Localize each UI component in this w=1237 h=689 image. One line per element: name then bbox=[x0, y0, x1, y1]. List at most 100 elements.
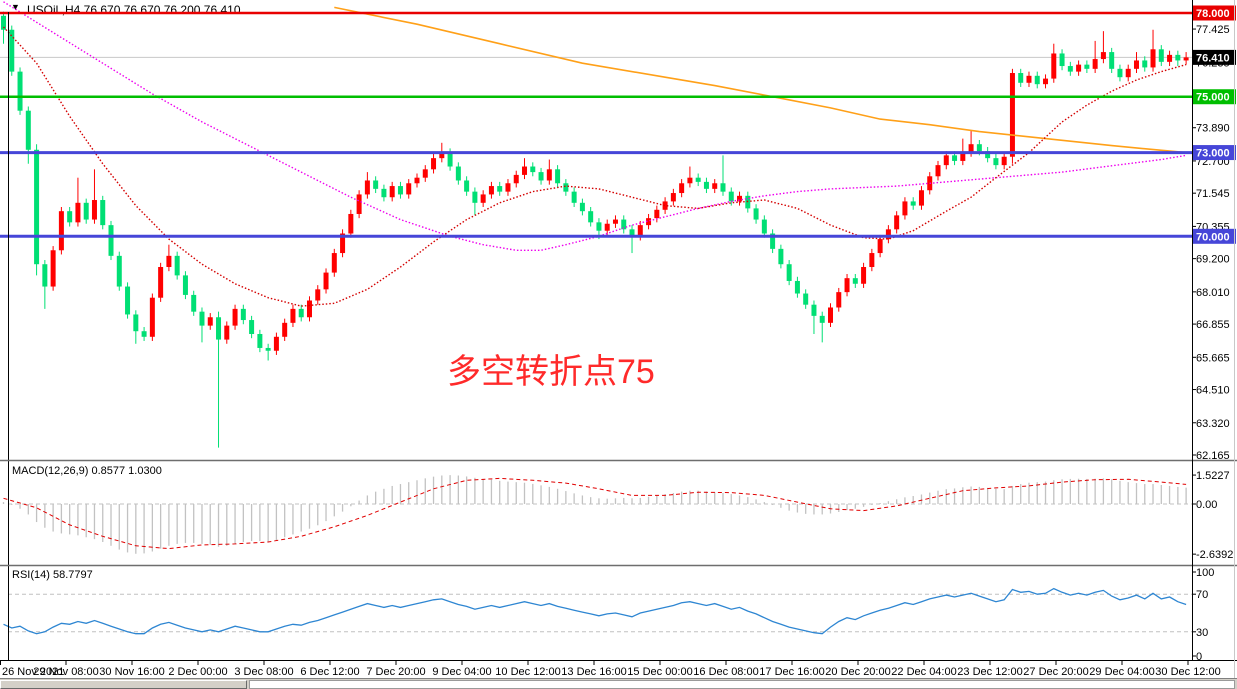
price-box-78.000 bbox=[1193, 5, 1236, 21]
ma-slow-orange bbox=[334, 6, 1187, 154]
candle bbox=[778, 248, 784, 265]
candle bbox=[464, 180, 470, 192]
candle bbox=[670, 193, 676, 202]
candle bbox=[960, 152, 966, 161]
candle bbox=[282, 322, 288, 337]
candle bbox=[687, 177, 693, 184]
candle bbox=[116, 255, 122, 287]
candle bbox=[712, 183, 718, 189]
candle bbox=[91, 200, 97, 220]
candle bbox=[637, 225, 643, 237]
horizontal-scrollbar[interactable] bbox=[0, 678, 1237, 689]
dropdown-arrow-icon[interactable]: ▼ bbox=[11, 2, 20, 12]
candle bbox=[877, 239, 883, 254]
window-right-edge bbox=[1234, 0, 1235, 678]
candle bbox=[745, 195, 751, 209]
candle bbox=[1133, 60, 1139, 69]
price-tick-label: 63.320 bbox=[1196, 418, 1230, 430]
ma-mid-magenta bbox=[3, 1, 1187, 252]
price-box-label: 73.000 bbox=[1196, 148, 1230, 160]
candle bbox=[224, 325, 230, 340]
price-tick-label: 77.425 bbox=[1196, 24, 1230, 36]
candle bbox=[1059, 53, 1065, 67]
candle bbox=[290, 308, 296, 323]
candle bbox=[1043, 78, 1049, 85]
candle bbox=[257, 333, 263, 348]
price-tick-label: 62.165 bbox=[1196, 450, 1230, 462]
candle bbox=[315, 289, 321, 301]
candle bbox=[1, 15, 6, 30]
date-label: 7 Dec 20:00 bbox=[366, 666, 425, 678]
candle bbox=[75, 202, 81, 223]
candle bbox=[679, 183, 685, 194]
candle bbox=[381, 188, 387, 198]
candle bbox=[621, 219, 627, 230]
candle bbox=[166, 255, 172, 268]
candle bbox=[720, 183, 726, 192]
candle bbox=[952, 155, 958, 161]
candle bbox=[1076, 64, 1082, 72]
candle bbox=[340, 233, 346, 254]
price-tick-label: 68.010 bbox=[1196, 287, 1230, 299]
candle bbox=[612, 219, 618, 224]
date-label: 13 Dec 16:00 bbox=[561, 666, 626, 678]
candle bbox=[455, 166, 461, 181]
candle bbox=[1051, 53, 1057, 79]
candle bbox=[265, 347, 271, 351]
candle bbox=[17, 71, 23, 111]
price-tick-label: 66.855 bbox=[1196, 319, 1230, 331]
candle bbox=[34, 149, 40, 265]
candle bbox=[199, 311, 205, 326]
macd-tick-label: -2.6392 bbox=[1196, 549, 1233, 561]
candle bbox=[976, 144, 982, 152]
candle bbox=[579, 202, 585, 212]
candle bbox=[1175, 54, 1181, 61]
price-box-76.410 bbox=[1193, 49, 1236, 65]
candle bbox=[141, 331, 147, 337]
candle bbox=[191, 294, 197, 312]
rsi-tick-label: 70 bbox=[1196, 589, 1208, 601]
candle bbox=[9, 29, 15, 72]
candle bbox=[42, 264, 48, 287]
candle bbox=[174, 255, 180, 276]
price-box-70.000 bbox=[1193, 228, 1236, 244]
price-box-label: 78.000 bbox=[1196, 8, 1230, 20]
price-box-73.000 bbox=[1193, 145, 1236, 161]
candle bbox=[306, 300, 312, 318]
date-label: 23 Dec 12:00 bbox=[957, 666, 1022, 678]
candle bbox=[422, 169, 428, 178]
candle bbox=[447, 152, 453, 167]
candle bbox=[505, 183, 511, 192]
date-label: 3 Dec 08:00 bbox=[234, 666, 293, 678]
candle bbox=[530, 166, 536, 173]
price-tick-label: 64.510 bbox=[1196, 385, 1230, 397]
macd-tick-label: 0.00 bbox=[1196, 499, 1217, 511]
scrollbar-thumb[interactable] bbox=[0, 680, 247, 689]
price-box-label: 70.000 bbox=[1196, 231, 1230, 243]
candle bbox=[497, 186, 503, 192]
candle bbox=[522, 166, 528, 175]
scrollbar-track[interactable] bbox=[249, 680, 1235, 689]
candle bbox=[1142, 60, 1148, 68]
candle bbox=[770, 233, 776, 249]
date-label: 30 Dec 12:00 bbox=[1155, 666, 1220, 678]
candle bbox=[414, 177, 420, 184]
candle bbox=[1117, 68, 1123, 78]
candle bbox=[249, 320, 255, 334]
candle bbox=[182, 275, 188, 295]
candle bbox=[604, 223, 610, 231]
candle bbox=[133, 314, 139, 332]
candle bbox=[828, 307, 833, 323]
candle bbox=[1167, 54, 1173, 62]
date-label: 2 Dec 00:00 bbox=[168, 666, 227, 678]
candle bbox=[439, 152, 445, 159]
candle bbox=[968, 144, 974, 153]
candle bbox=[819, 315, 825, 323]
candle bbox=[753, 208, 759, 220]
candle bbox=[794, 280, 800, 294]
candle bbox=[1034, 75, 1040, 85]
candle bbox=[811, 304, 817, 316]
candle bbox=[538, 172, 544, 181]
candle bbox=[149, 297, 155, 337]
